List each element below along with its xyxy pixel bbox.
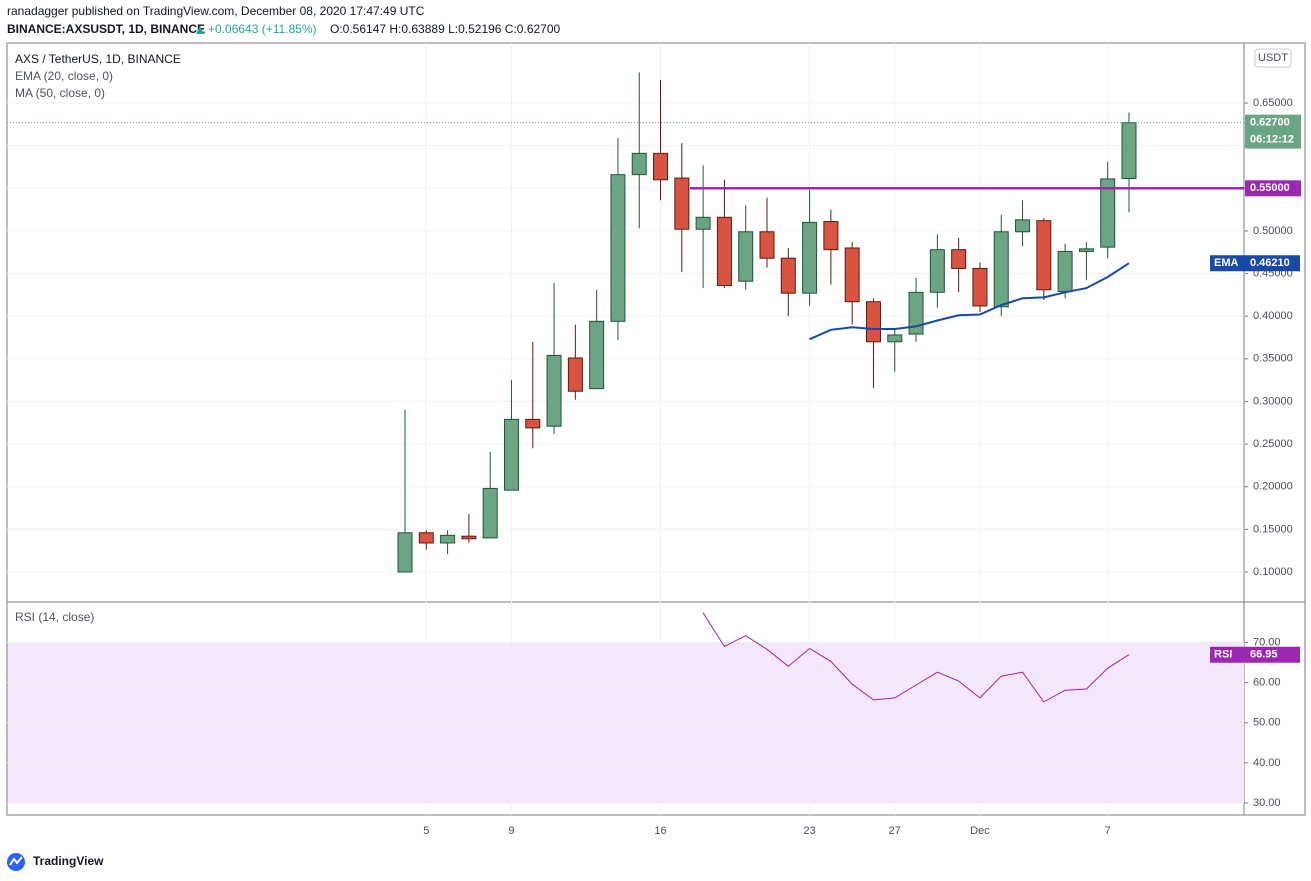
candle-body [1100, 178, 1116, 248]
chart-title: AXS / TetherUS, 1D, BINANCE [15, 52, 181, 66]
candle-body [418, 532, 434, 544]
x-tick-label: Dec [970, 825, 990, 837]
candle-body [546, 354, 562, 427]
indicator-line [702, 612, 1130, 703]
x-tick-label: 16 [654, 825, 666, 837]
y-tick-label: 30.00 [1253, 797, 1281, 809]
currency[interactable]: USDT [1258, 52, 1288, 64]
candle-body [589, 320, 605, 390]
candle-body [716, 216, 732, 286]
ema-legend: EMA (20, close, 0) [15, 69, 113, 83]
y-tick-label: 0.40000 [1253, 310, 1293, 322]
y-tick-label: 70.00 [1253, 636, 1281, 648]
candle-body [1078, 248, 1094, 252]
candle-body [865, 301, 881, 343]
candle-body [567, 357, 583, 392]
y-tick-label: 0.25000 [1253, 438, 1293, 450]
ohlc: O:0.56147 H:0.63889 L:0.52196 C:0.62700 [330, 22, 561, 36]
author-line: ranadagger published on TradingView.com,… [7, 4, 425, 18]
brand-logo [7, 853, 25, 871]
candle-body [610, 174, 626, 322]
ma-legend: MA (50, close, 0) [15, 86, 105, 100]
level-tag [1245, 180, 1301, 197]
y-tick-label: 50.00 [1253, 717, 1281, 729]
last-price-label: 0.62700 [1250, 117, 1290, 129]
y-tick-label: 0.30000 [1253, 395, 1293, 407]
x-tick-label: 7 [1105, 825, 1111, 837]
brand: TradingView [33, 854, 104, 868]
x-tick-label: 5 [423, 825, 429, 837]
candle-body [887, 334, 903, 343]
candle-body [738, 231, 754, 282]
indicator-tag-value: 66.95 [1250, 649, 1278, 661]
indicator-line [809, 262, 1130, 341]
change: +0.06643 (+11.85%) [208, 22, 317, 36]
y-tick-label: 60.00 [1253, 677, 1281, 689]
currency-button[interactable] [1254, 48, 1292, 68]
candle-body [482, 487, 498, 539]
y-tick-label: 0.20000 [1253, 481, 1293, 493]
y-tick-label: 0.65000 [1253, 97, 1293, 109]
candle-body [1015, 219, 1031, 233]
y-tick-label: 40.00 [1253, 757, 1281, 769]
y-tick-label: 0.35000 [1253, 353, 1293, 365]
candle-body [674, 177, 690, 230]
candle-body [440, 534, 456, 544]
candle-body [631, 152, 647, 176]
indicator-tag-bg [1210, 255, 1300, 272]
candle-body [844, 247, 860, 303]
candle-body [759, 231, 775, 259]
indicator-tag: RSI 66.95 [1210, 646, 1300, 663]
x-tick-label: 27 [889, 825, 901, 837]
candle-body [802, 221, 818, 294]
candle-body [929, 249, 945, 293]
y-tick-label: 0.10000 [1253, 566, 1293, 578]
candle-body [1057, 250, 1073, 292]
candle-body [695, 216, 711, 230]
indicator-tag-name: EMA [1214, 257, 1239, 269]
indicator-tag-value: 0.46210 [1250, 257, 1290, 269]
candle-body [908, 291, 924, 335]
candle-body [1121, 122, 1137, 180]
last-price-tag [1245, 114, 1301, 149]
x-tick-label: 23 [803, 825, 815, 837]
up-arrow [196, 26, 204, 34]
candle-body [525, 418, 541, 429]
candle-body [951, 249, 967, 269]
candle-body [397, 532, 413, 573]
indicator-tag-bg [1210, 646, 1300, 663]
y-tick-label: 0.50000 [1253, 225, 1293, 237]
candle-body [972, 267, 988, 307]
level-label: 0.55000 [1250, 182, 1290, 194]
indicator-tag: EMA 0.46210 [1210, 255, 1300, 272]
candle-body [653, 152, 669, 181]
countdown: 06:12:12 [1250, 134, 1294, 146]
symbol: BINANCE:AXSUSDT, 1D, BINANCE [7, 22, 205, 36]
candle-body [823, 221, 839, 251]
candle-body [503, 418, 519, 491]
rsi-title: RSI (14, close) [15, 610, 94, 624]
candle-body [993, 231, 1009, 308]
indicator-tag-name: RSI [1214, 649, 1232, 661]
y-tick-label: 0.15000 [1253, 523, 1293, 535]
candle-body [1036, 220, 1052, 291]
x-tick-label: 9 [508, 825, 514, 837]
candle-body [461, 535, 477, 540]
candle-body [780, 257, 796, 294]
